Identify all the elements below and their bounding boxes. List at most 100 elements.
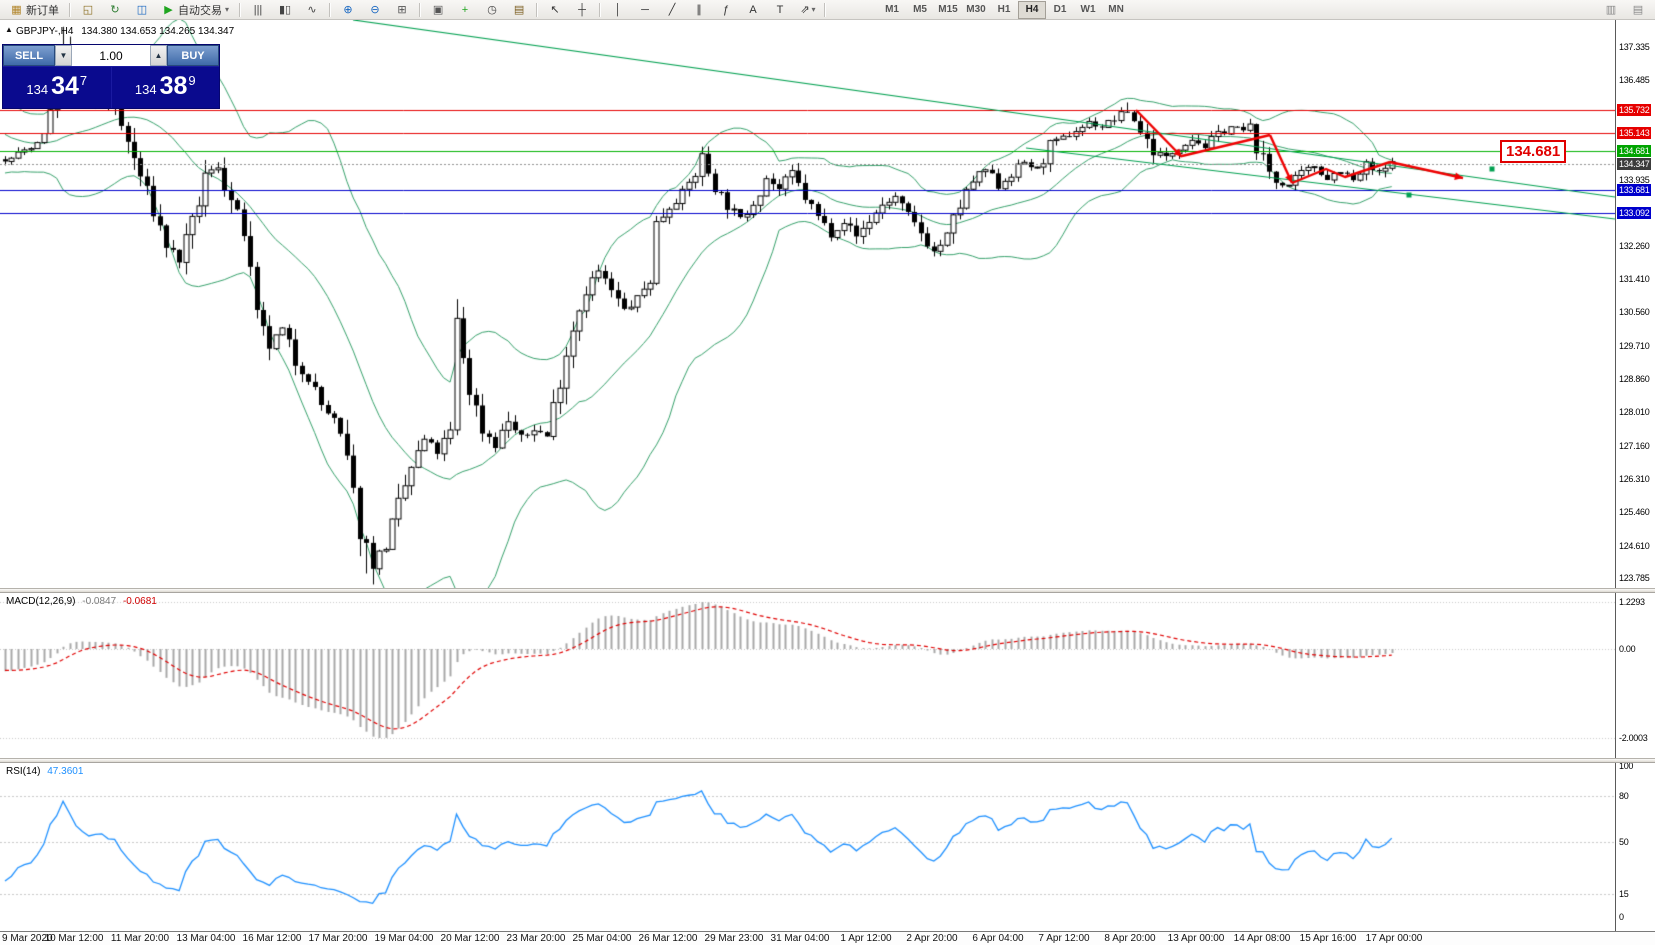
price-axis-label: 131.410 bbox=[1619, 274, 1650, 285]
one-click-collapse-icon[interactable]: ▲ bbox=[5, 25, 13, 34]
sell-price[interactable]: 134 34 7 bbox=[3, 67, 112, 108]
tile-windows-icon[interactable]: ▣ bbox=[425, 1, 451, 19]
candlestick-chart-icon[interactable]: ▮▯ bbox=[272, 1, 298, 19]
time-axis-label: 16 Mar 12:00 bbox=[242, 933, 302, 944]
chart-shift-icon[interactable]: ▥ bbox=[1598, 1, 1624, 19]
line-chart-icon[interactable]: ∿ bbox=[299, 1, 325, 19]
indicators-add-icon[interactable]: + bbox=[452, 1, 478, 19]
timeframe-toolbar: M1 M5 M15 M30 H1 H4 D1 W1 MN bbox=[878, 0, 1130, 19]
price-axis-label: 125.460 bbox=[1619, 507, 1650, 518]
price-chart-canvas[interactable] bbox=[0, 20, 1615, 588]
price-axis[interactable]: 137.335 136.485 135.732 135.143 134.681 134.3… bbox=[1615, 20, 1655, 931]
time-axis-label: 10 Mar 12:00 bbox=[44, 933, 104, 944]
time-axis-label: 1 Apr 12:00 bbox=[840, 933, 892, 944]
one-click-trading-panel: SELL ▼ 1.00 ▲ BUY 134 34 7 134 38 9 bbox=[2, 44, 220, 109]
time-axis-label: 26 Mar 12:00 bbox=[638, 933, 698, 944]
rsi-axis-label: 15 bbox=[1619, 889, 1629, 900]
price-axis-label: 137.335 bbox=[1619, 42, 1650, 52]
crosshair-icon-icon: ┼ bbox=[578, 3, 586, 16]
price-callout-label[interactable]: 134.681 bbox=[1500, 140, 1567, 163]
sell-price-point: 7 bbox=[79, 73, 88, 88]
macd-panel-splitter[interactable] bbox=[0, 588, 1655, 593]
new-order-button[interactable]: ▦ 新订单 bbox=[4, 1, 65, 19]
toolbar-separator bbox=[329, 2, 332, 17]
auto-trading-button[interactable]: ▶ 自动交易 ▾ bbox=[156, 1, 235, 19]
chart-symbol-label: GBPJPY-,H4 134.380 134.653 134.265 134.3… bbox=[16, 26, 234, 37]
buy-price-pips: 38 bbox=[159, 72, 188, 100]
rsi-axis-label: 50 bbox=[1619, 836, 1629, 847]
buy-price[interactable]: 134 38 9 bbox=[112, 67, 220, 108]
chart-shift-icon-icon: ▥ bbox=[1605, 3, 1617, 16]
auto-trading-button-label: 自动交易 bbox=[178, 4, 222, 17]
vertical-line-icon[interactable]: │ bbox=[605, 1, 631, 19]
zoom-out-icon-icon: ⊖ bbox=[370, 3, 380, 16]
sell-button[interactable]: SELL bbox=[3, 45, 55, 66]
toolbar-separator bbox=[69, 2, 71, 17]
arrows-icon[interactable]: ⇗ ▾ bbox=[794, 1, 820, 19]
price-axis-label: 126.310 bbox=[1619, 474, 1650, 485]
periods-icon[interactable]: ◷ bbox=[479, 1, 505, 19]
toolbar-separator bbox=[824, 2, 827, 17]
symbol-period-text: GBPJPY-,H4 bbox=[16, 26, 74, 37]
profiles-icon[interactable]: ◫ bbox=[129, 1, 155, 19]
auto-scroll-icon[interactable]: ▤ bbox=[1625, 1, 1651, 19]
price-axis-label-red: 135.143 bbox=[1617, 126, 1652, 139]
sell-price-whole: 134 bbox=[26, 82, 49, 97]
text-icon-icon: A bbox=[749, 3, 757, 16]
timeframe-m1-button[interactable]: M1 bbox=[885, 4, 899, 15]
templates-icon-icon: ▤ bbox=[513, 3, 525, 16]
new-order-icon: ▦ bbox=[11, 3, 22, 16]
buy-button[interactable]: BUY bbox=[167, 45, 219, 66]
charts-window-icon[interactable]: ◱ bbox=[75, 1, 101, 19]
timeframe-d1-button[interactable]: D1 bbox=[1053, 4, 1067, 15]
rsi-axis-label: 0 bbox=[1619, 912, 1624, 922]
price-axis-label: 124.610 bbox=[1619, 540, 1650, 551]
volume-spin-down[interactable]: ▼ bbox=[55, 45, 72, 66]
volume-input[interactable]: 1.00 bbox=[72, 45, 150, 66]
grid-icon[interactable]: ⊞ bbox=[389, 1, 415, 19]
refresh-icon[interactable]: ↻ bbox=[102, 1, 128, 19]
trendline-icon-icon: ╱ bbox=[668, 3, 676, 16]
price-axis-label-green: 134.681 bbox=[1617, 145, 1652, 157]
fibonacci-icon[interactable]: ƒ bbox=[713, 1, 739, 19]
rsi-axis-label: 100 bbox=[1619, 761, 1634, 771]
auto-trading-icon: ▶ bbox=[164, 3, 173, 16]
rsi-panel-splitter[interactable] bbox=[0, 758, 1655, 763]
rsi-panel-canvas[interactable] bbox=[0, 763, 1615, 931]
profiles-icon-icon: ◫ bbox=[136, 3, 148, 16]
timeframe-m30-button[interactable]: M30 bbox=[966, 4, 986, 15]
timeframe-h4-button[interactable]: H4 bbox=[1018, 0, 1047, 19]
toolbar-separator bbox=[419, 2, 422, 17]
horizontal-line-icon[interactable]: ─ bbox=[632, 1, 658, 19]
timeframe-m15-button[interactable]: M15 bbox=[938, 4, 958, 15]
crosshair-icon[interactable]: ┼ bbox=[569, 1, 595, 19]
refresh-icon-icon: ↻ bbox=[110, 3, 120, 16]
volume-spin-up[interactable]: ▲ bbox=[150, 45, 167, 66]
bar-chart-icon[interactable]: ||| bbox=[245, 1, 271, 19]
candlestick-chart-icon-icon: ▮▯ bbox=[278, 3, 292, 16]
zoom-out-icon[interactable]: ⊖ bbox=[362, 1, 388, 19]
trendline-icon[interactable]: ╱ bbox=[659, 1, 685, 19]
zoom-in-icon[interactable]: ⊕ bbox=[335, 1, 361, 19]
macd-panel-canvas[interactable] bbox=[0, 593, 1615, 758]
horizontal-line-icon-icon: ─ bbox=[641, 3, 649, 16]
toolbar-separator bbox=[599, 2, 602, 17]
toolbar: ▦ 新订单 ◱ ↻ ◫ ▶ 自动交易 ▾ ||| ▮▯ ∿ ⊕ ⊖ ⊞ ▣ + ◷ ▤ ↖ ┼ │ ─ ╱ ∥ ƒ A T ⇗ ▾ M1 M… bbox=[0, 0, 1655, 20]
periods-icon-icon: ◷ bbox=[487, 3, 497, 16]
channel-icon[interactable]: ∥ bbox=[686, 1, 712, 19]
label-icon[interactable]: T bbox=[767, 1, 793, 19]
toolbar-separator bbox=[536, 2, 539, 17]
time-axis-label: 13 Apr 00:00 bbox=[1167, 933, 1225, 944]
grid-icon-icon: ⊞ bbox=[397, 3, 407, 16]
macd-label: MACD(12,26,9) bbox=[6, 596, 76, 607]
rsi-axis-label: 80 bbox=[1619, 791, 1629, 802]
timeframe-w1-button[interactable]: W1 bbox=[1080, 4, 1096, 15]
cursor-icon[interactable]: ↖ bbox=[542, 1, 568, 19]
text-icon[interactable]: A bbox=[740, 1, 766, 19]
macd-value-signal: -0.0681 bbox=[122, 596, 157, 607]
templates-icon[interactable]: ▤ bbox=[506, 1, 532, 19]
timeframe-h1-button[interactable]: H1 bbox=[997, 4, 1011, 15]
timeframe-mn-button[interactable]: MN bbox=[1108, 4, 1124, 15]
timeframe-m5-button[interactable]: M5 bbox=[913, 4, 927, 15]
time-axis[interactable]: 9 Mar 2020 10 Mar 12:00 11 Mar 20:00 13 Mar… bbox=[0, 931, 1655, 945]
